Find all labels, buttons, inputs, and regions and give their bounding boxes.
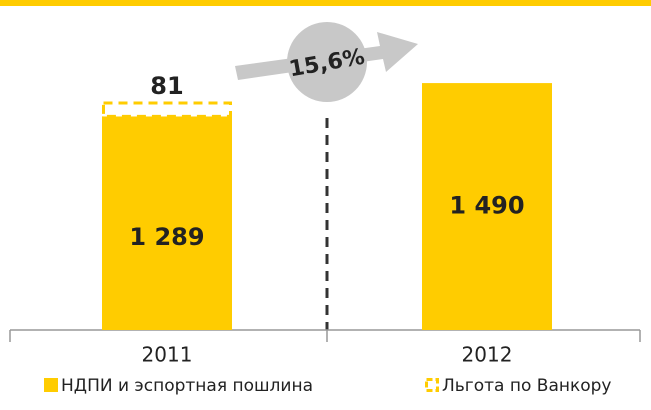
legend-swatch — [44, 378, 58, 392]
legend-swatch — [425, 378, 439, 392]
bar — [102, 101, 232, 118]
x-tick-label: 2011 — [142, 343, 193, 367]
legend-label: НДПИ и эспортная пошлина — [61, 376, 313, 396]
x-tick-label: 2012 — [462, 343, 513, 367]
top-band — [0, 0, 651, 6]
legend-label: Льгота по Ванкору — [442, 376, 612, 396]
bar — [422, 83, 552, 330]
bar — [102, 116, 232, 330]
value-label: 81 — [150, 72, 183, 100]
growth-arrow: 15,6% — [235, 22, 418, 102]
value-label: 1 490 — [449, 192, 524, 220]
value-label: 1 289 — [129, 223, 204, 251]
